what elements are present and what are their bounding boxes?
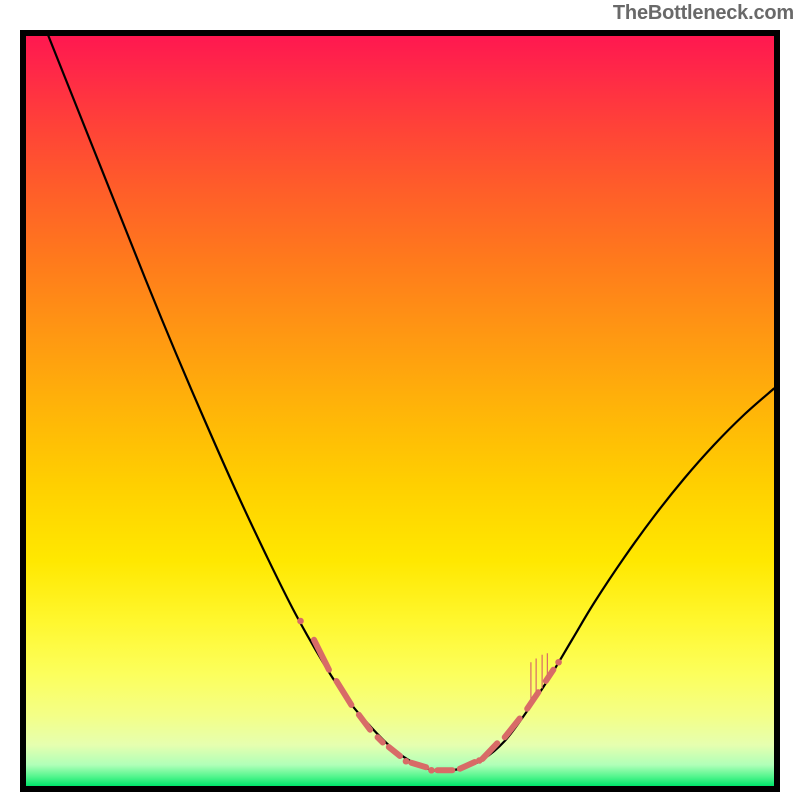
watermark-text: TheBottleneck.com (613, 2, 794, 25)
chart-background (26, 36, 774, 786)
bottleneck-chart (26, 36, 774, 786)
